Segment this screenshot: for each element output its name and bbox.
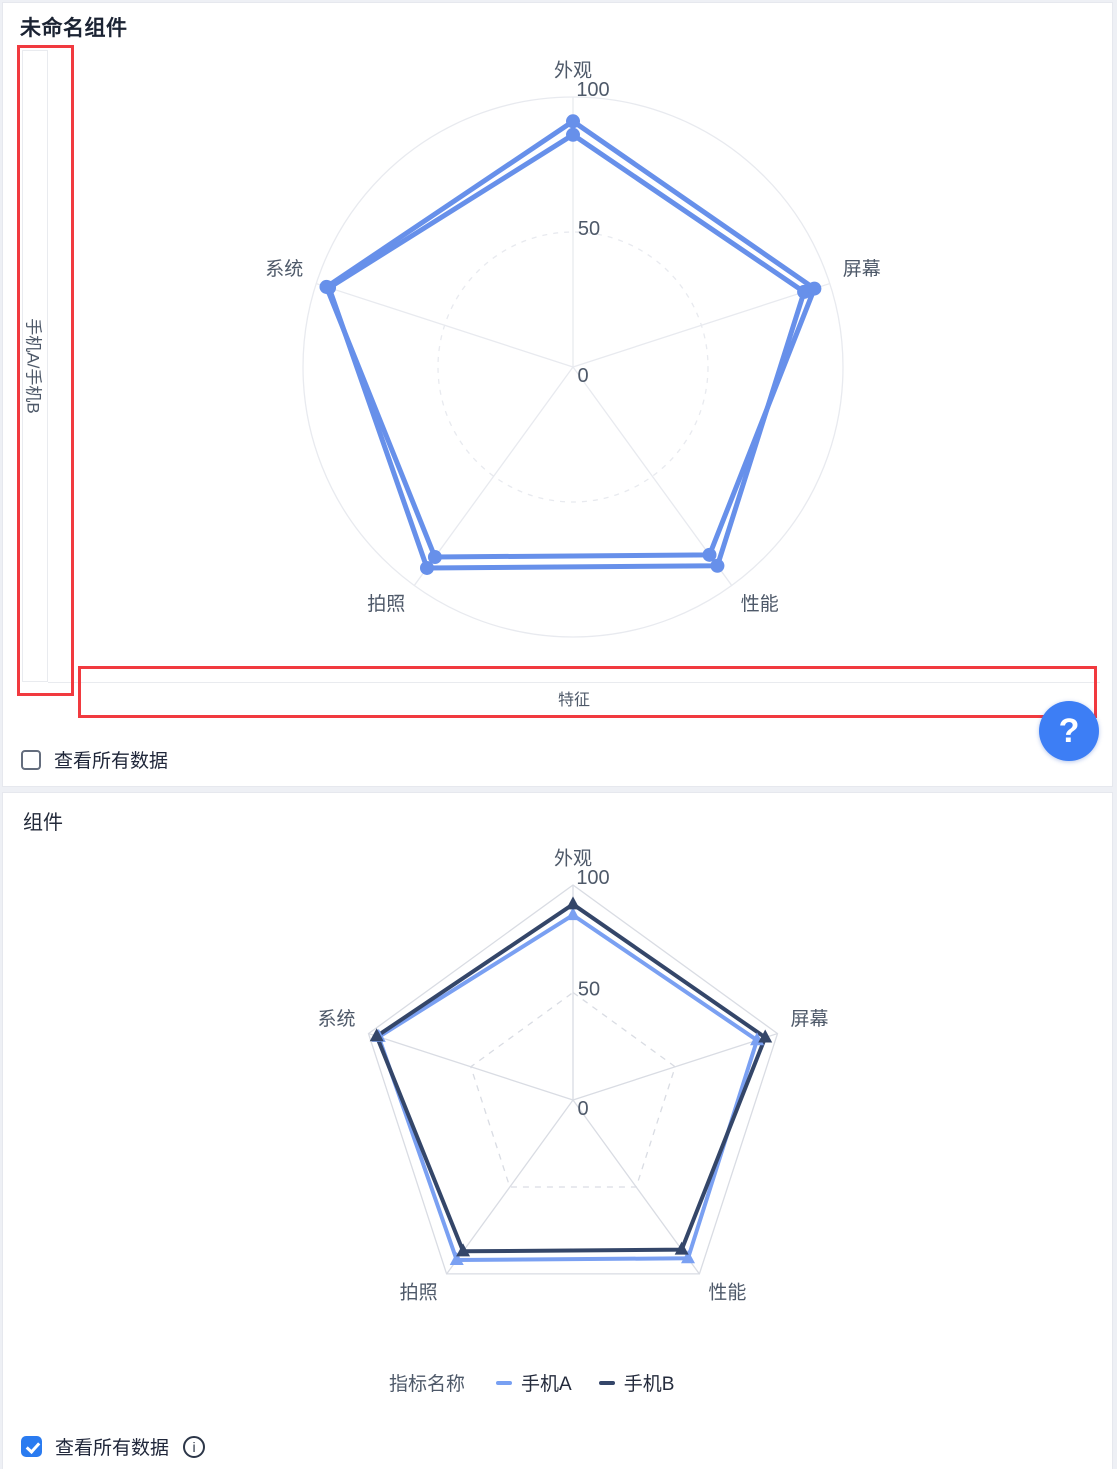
row-field-well[interactable]: 手机A/手机B (22, 50, 48, 682)
svg-text:屏幕: 屏幕 (843, 258, 881, 280)
svg-text:系统: 系统 (318, 1008, 356, 1030)
component-title: 未命名组件 (20, 17, 128, 40)
svg-text:性能: 性能 (708, 1281, 746, 1303)
legend-dash-icon (496, 1380, 513, 1385)
svg-text:100: 100 (576, 79, 609, 101)
view-all-checkbox-label: 查看所有数据 (55, 1438, 170, 1459)
legend-item-phone-b[interactable]: 手机B (598, 1369, 675, 1396)
preview-title: 组件 (23, 812, 63, 834)
svg-text:0: 0 (577, 1098, 588, 1120)
question-icon: ? (1058, 711, 1080, 750)
svg-text:外观: 外观 (554, 60, 592, 82)
legend-label: 手机B (623, 1374, 675, 1395)
svg-text:50: 50 (578, 979, 600, 1001)
legend-item-phone-a[interactable]: 手机A (496, 1369, 572, 1396)
svg-text:拍照: 拍照 (367, 593, 405, 615)
svg-text:系统: 系统 (265, 258, 303, 280)
view-all-checkbox-label: 查看所有数据 (54, 751, 169, 772)
view-all-data-row-preview: 查看所有数据 i (21, 1433, 206, 1460)
view-all-data-row-editor: 查看所有数据 (21, 746, 168, 773)
editor-card: 未命名组件 0 50 100 外观屏幕性能 拍照 系统 手机A/手机B 特征 查看所有数据… (2, 2, 1113, 787)
info-icon[interactable]: i (183, 1435, 206, 1458)
preview-card: 组件 0 50 100 外观屏幕性能 拍照 系统 指标名称 手机A 手机B 查看所有数据 … (2, 792, 1113, 1469)
svg-text:外观: 外观 (554, 848, 592, 870)
column-field-well-label: 特征 (557, 691, 590, 709)
legend-dash-icon (598, 1380, 615, 1385)
svg-text:100: 100 (576, 867, 609, 889)
svg-text:50: 50 (578, 218, 600, 240)
legend-label: 手机A (521, 1374, 572, 1395)
svg-text:拍照: 拍照 (400, 1281, 438, 1303)
view-all-checkbox-preview[interactable] (21, 1436, 42, 1457)
svg-text:0: 0 (577, 365, 588, 387)
help-button[interactable]: ? (1039, 701, 1099, 761)
view-all-checkbox-editor[interactable] (21, 749, 41, 770)
legend-title: 指标名称 (389, 1374, 466, 1395)
svg-text:屏幕: 屏幕 (790, 1008, 828, 1030)
svg-text:性能: 性能 (741, 593, 779, 615)
column-field-well[interactable]: 特征 (48, 682, 1100, 712)
chart-legend: 指标名称 手机A 手机B (389, 1369, 701, 1396)
